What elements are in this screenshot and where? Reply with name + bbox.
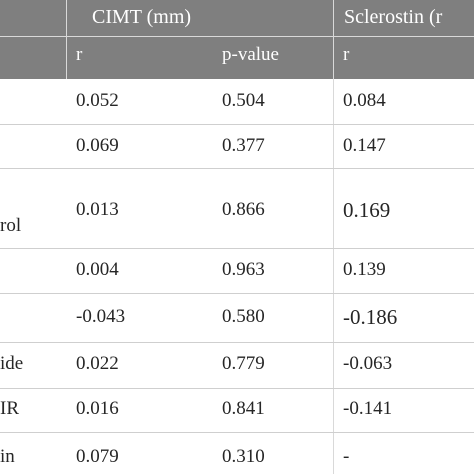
header-cimt-r: r: [76, 44, 83, 65]
row-divider: [0, 342, 474, 343]
table-cell-sclerostin-r: 0.139: [343, 259, 386, 280]
table-row-label: IR: [0, 398, 19, 419]
column-separator: [66, 0, 67, 79]
row-divider: [0, 124, 474, 125]
table-cell-cimt-p: 0.580: [222, 306, 265, 327]
table-row-label: in: [0, 446, 15, 467]
table-cell-sclerostin-r: -: [343, 446, 350, 467]
table-cell-sclerostin-r: -0.141: [343, 398, 393, 419]
header-cimt-p-value: p-value: [222, 44, 279, 65]
table-cell-sclerostin-r: 0.084: [343, 90, 386, 111]
table-cell-cimt-p: 0.866: [222, 199, 265, 220]
table-cell-cimt-p: 0.310: [222, 446, 265, 467]
table-cell-cimt-r: 0.022: [76, 353, 119, 374]
row-divider: [0, 388, 474, 389]
table-cell-cimt-r: 0.079: [76, 446, 119, 467]
header-sclerostin-r: r: [343, 44, 350, 65]
table-cell-cimt-r: 0.016: [76, 398, 119, 419]
table-row-label: ide: [0, 353, 24, 374]
row-divider: [0, 248, 474, 249]
table-cell-sclerostin-r: -0.186: [343, 305, 398, 329]
header-group-cimt: CIMT (mm): [92, 6, 192, 28]
table-cell-cimt-r: 0.069: [76, 135, 119, 156]
table-cell-sclerostin-r: 0.169: [343, 198, 391, 222]
table-cell-sclerostin-r: 0.147: [343, 135, 386, 156]
table-row-label: rol: [0, 215, 22, 236]
row-divider: [0, 432, 474, 433]
row-divider: [0, 293, 474, 294]
column-separator: [333, 0, 334, 474]
header-group-sclerostin: Sclerostin (r: [344, 6, 443, 28]
table-cell-cimt-r: 0.004: [76, 259, 119, 280]
table-header: [0, 0, 474, 79]
table-cell-cimt-p: 0.841: [222, 398, 265, 419]
row-divider: [0, 168, 474, 169]
table-cell-cimt-p: 0.377: [222, 135, 265, 156]
table-cell-cimt-p: 0.779: [222, 353, 265, 374]
table-cell-cimt-r: 0.013: [76, 199, 119, 220]
table-cell-cimt-r: 0.052: [76, 90, 119, 111]
table-cell-cimt-p: 0.504: [222, 90, 265, 111]
table-cell-cimt-p: 0.963: [222, 259, 265, 280]
table-cell-sclerostin-r: -0.063: [343, 353, 393, 374]
table-cell-cimt-r: -0.043: [76, 306, 126, 327]
header-divider: [0, 36, 474, 37]
